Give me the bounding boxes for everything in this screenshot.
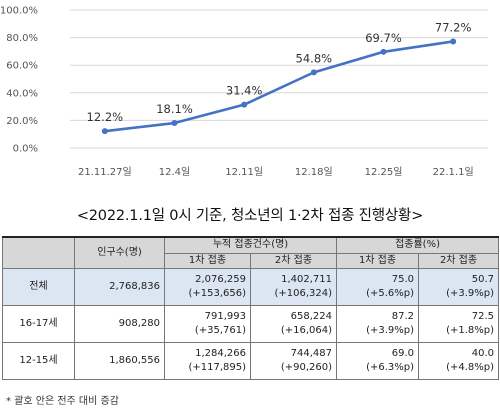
delta: (+35,761) bbox=[194, 324, 246, 336]
table-title: <2022.1.1일 0시 기준, 청소년의 1·2차 접종 진행상황> bbox=[76, 208, 424, 224]
value: 40.0 bbox=[471, 347, 495, 359]
header-dose2: 2차 접종 bbox=[249, 252, 338, 269]
data-point bbox=[380, 48, 387, 55]
value: 69.0 bbox=[391, 347, 415, 359]
x-tick-label: 22.1.1일 bbox=[433, 166, 474, 178]
cell-rate2: 72.5 (+1.8%p) bbox=[418, 304, 500, 343]
cell-dose2: 1,402,711 (+106,324) bbox=[249, 267, 338, 306]
value: 87.2 bbox=[391, 310, 415, 322]
x-tick-label: 12.25일 bbox=[365, 166, 403, 178]
row-label: 전체 bbox=[2, 267, 75, 306]
x-tick-label: 12.18일 bbox=[295, 166, 333, 178]
data-label: 54.8% bbox=[296, 51, 333, 65]
value: 791,993 bbox=[204, 310, 246, 322]
data-point bbox=[310, 69, 317, 76]
data-point bbox=[171, 120, 178, 127]
delta: (+153,656) bbox=[188, 287, 246, 299]
delta: (+106,324) bbox=[274, 287, 333, 299]
cell-rate1: 87.2 (+3.9%p) bbox=[336, 304, 420, 343]
delta: (+4.8%p) bbox=[446, 361, 495, 373]
data-labels: 12.2% 18.1% 31.4% 54.8% 69.7% 77.2% bbox=[87, 20, 472, 124]
y-tick-label: 0.0% bbox=[13, 144, 38, 155]
footnote: * 괄호 안은 전주 대비 증감 bbox=[6, 396, 119, 407]
table-row-12-15: 12-15세 1,860,556 1,284,266 (+117,895) 744… bbox=[2, 341, 500, 380]
header-blank bbox=[2, 236, 75, 269]
delta: (+6.3%p) bbox=[366, 361, 415, 373]
value: 1,402,711 bbox=[281, 273, 333, 285]
value: 1,284,266 bbox=[195, 347, 246, 359]
value: 72.5 bbox=[471, 310, 495, 322]
data-points bbox=[101, 38, 457, 135]
cell-dose2: 658,224 (+16,064) bbox=[249, 304, 338, 343]
value: 744,487 bbox=[290, 347, 333, 359]
header-dose1: 1차 접종 bbox=[164, 252, 251, 269]
cell-rate2: 40.0 (+4.8%p) bbox=[418, 341, 500, 380]
delta: (+90,260) bbox=[280, 361, 333, 373]
y-tick-label: 60.0% bbox=[6, 61, 38, 72]
table-row-total: 전체 2,768,836 2,076,259 (+153,656) 1,402,7… bbox=[2, 267, 500, 306]
header-rate2: 2차 접종 bbox=[418, 252, 500, 269]
cell-dose1: 1,284,266 (+117,895) bbox=[164, 341, 251, 380]
delta: (+117,895) bbox=[188, 361, 246, 373]
y-tick-label: 80.0% bbox=[6, 33, 38, 44]
delta: (+1.8%p) bbox=[446, 324, 495, 336]
vaccination-rate-line-chart: 0.0% 20.0% 40.0% 60.0% 80.0% 100.0% 21.11.27일… bbox=[0, 6, 488, 178]
table-row-16-17: 16-17세 908,280 791,993 (+35,761) 658,224 (… bbox=[2, 304, 500, 343]
data-point bbox=[450, 38, 457, 45]
header-population: 인구수(명) bbox=[74, 236, 165, 269]
delta: (+16,064) bbox=[280, 324, 333, 336]
cell-rate1: 69.0 (+6.3%p) bbox=[336, 341, 420, 380]
value: 75.0 bbox=[391, 273, 415, 285]
cell-rate2: 50.7 (+3.9%p) bbox=[418, 267, 500, 306]
y-axis-ticks: 0.0% 20.0% 40.0% 60.0% 80.0% 100.0% bbox=[0, 6, 38, 155]
cell-population: 908,280 bbox=[74, 304, 165, 343]
data-point bbox=[101, 128, 108, 135]
data-point bbox=[241, 101, 248, 108]
value: 2,076,259 bbox=[195, 273, 246, 285]
data-label: 31.4% bbox=[226, 84, 263, 98]
x-axis-ticks: 21.11.27일 12.4일 12.11일 12.18일 12.25일 22.1.1일 bbox=[78, 166, 474, 178]
cell-population: 1,860,556 bbox=[74, 341, 165, 380]
value: 50.7 bbox=[471, 273, 495, 285]
row-label: 12-15세 bbox=[2, 341, 75, 380]
cell-dose1: 791,993 (+35,761) bbox=[164, 304, 251, 343]
cell-population: 2,768,836 bbox=[74, 267, 165, 306]
cell-dose1: 2,076,259 (+153,656) bbox=[164, 267, 251, 306]
y-tick-label: 40.0% bbox=[6, 88, 38, 99]
header-rate: 접종률(%) bbox=[336, 236, 500, 254]
x-tick-label: 12.4일 bbox=[159, 166, 190, 178]
cell-dose2: 744,487 (+90,260) bbox=[249, 341, 338, 380]
vaccination-status-table: 인구수(명) 누적 접종건수(명) 접종률(%) 1차 접종 2차 접종 1차 … bbox=[2, 236, 500, 380]
row-label: 16-17세 bbox=[2, 304, 75, 343]
data-label: 18.1% bbox=[156, 102, 193, 116]
chart-gridlines bbox=[70, 9, 488, 149]
series-line bbox=[104, 40, 454, 133]
header-cumulative: 누적 접종건수(명) bbox=[163, 236, 338, 254]
y-tick-label: 100.0% bbox=[0, 6, 38, 17]
data-label: 77.2% bbox=[435, 20, 472, 34]
header-rate1: 1차 접종 bbox=[336, 252, 420, 269]
delta: (+5.6%p) bbox=[366, 287, 415, 299]
delta: (+3.9%p) bbox=[366, 324, 415, 336]
x-tick-label: 21.11.27일 bbox=[78, 166, 132, 178]
delta: (+3.9%p) bbox=[446, 287, 495, 299]
y-tick-label: 20.0% bbox=[6, 116, 38, 127]
x-tick-label: 12.11일 bbox=[225, 166, 263, 178]
data-label: 12.2% bbox=[87, 110, 124, 124]
value: 658,224 bbox=[290, 310, 333, 322]
cell-rate1: 75.0 (+5.6%p) bbox=[336, 267, 420, 306]
data-label: 69.7% bbox=[365, 31, 402, 45]
